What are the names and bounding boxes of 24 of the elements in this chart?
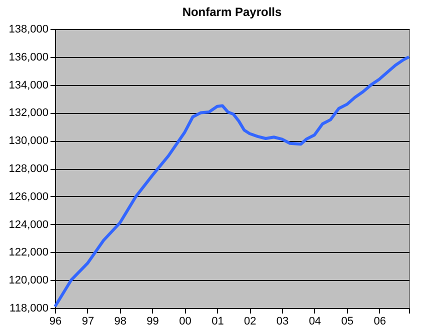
x-tick-label: 01 bbox=[212, 316, 224, 328]
line-series bbox=[54, 55, 410, 308]
y-tick-label: 130,000 bbox=[8, 135, 48, 148]
y-tick-label: 126,000 bbox=[8, 190, 48, 203]
y-tick-label: 136,000 bbox=[8, 51, 48, 64]
x-tick-label: 03 bbox=[276, 316, 289, 328]
y-tick-label: 134,000 bbox=[8, 79, 48, 92]
x-tick-label: 06 bbox=[374, 316, 386, 328]
x-tick-label: 98 bbox=[114, 316, 127, 328]
x-tick-label: 96 bbox=[49, 316, 62, 328]
x-tick-label: 99 bbox=[146, 316, 159, 328]
x-tick-label: 00 bbox=[179, 316, 192, 328]
x-tick-label: 04 bbox=[308, 316, 322, 328]
x-tick-label: 05 bbox=[341, 316, 354, 328]
y-tick-label: 120,000 bbox=[8, 274, 48, 287]
y-tick-label: 138,000 bbox=[8, 24, 48, 36]
y-tick-label: 122,000 bbox=[8, 246, 48, 259]
y-tick-label: 118,000 bbox=[10, 302, 48, 314]
y-tick-label: 128,000 bbox=[8, 163, 48, 175]
y-tick-label: 124,000 bbox=[8, 218, 48, 231]
y-tick-label: 132,000 bbox=[8, 107, 48, 120]
chart-title: Nonfarm Payrolls bbox=[182, 5, 282, 19]
x-tick-label: 02 bbox=[244, 316, 256, 328]
x-tick-label: 97 bbox=[82, 316, 94, 328]
